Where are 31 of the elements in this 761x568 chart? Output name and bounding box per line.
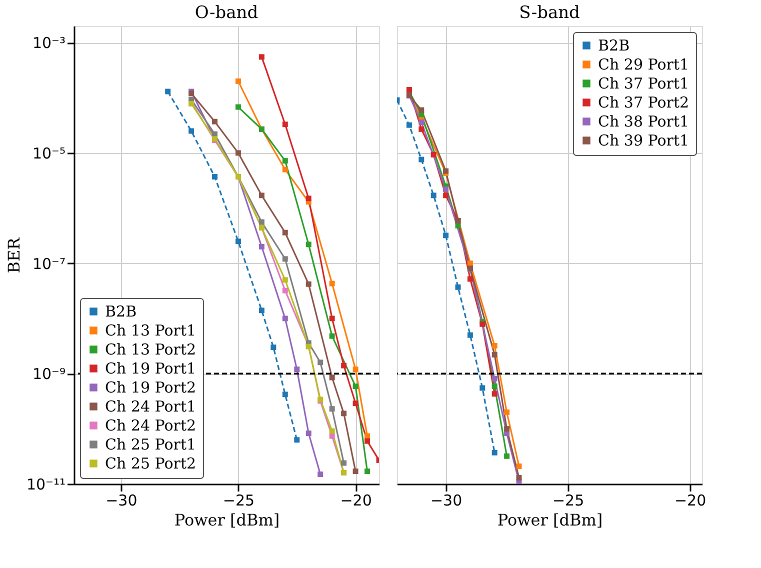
legend-label: Ch 19 Port1: [105, 360, 196, 378]
y-axis-title: BER: [4, 236, 24, 274]
legend-label: B2B: [598, 36, 630, 54]
x-tick-label: −25: [222, 492, 255, 510]
chart-title: S-band: [519, 3, 580, 23]
legend-label: Ch 29 Port1: [598, 56, 690, 74]
x-tick-label: −30: [106, 492, 138, 510]
legend-label: Ch 37 Port1: [598, 74, 690, 92]
legend-label: Ch 24 Port1: [105, 398, 196, 416]
legend-label: Ch 13 Port1: [105, 322, 196, 340]
y-tick-label: 10⁻¹¹: [26, 476, 66, 494]
legend-label: Ch 19 Port2: [105, 378, 196, 396]
y-tick-label: 10⁻⁷: [32, 254, 66, 273]
legend-label: Ch 25 Port1: [105, 436, 196, 454]
legend-label: B2B: [105, 302, 137, 320]
legend-label: Ch 25 Port2: [105, 454, 196, 472]
x-tick-label: −30: [430, 492, 462, 510]
legend-label: Ch 39 Port1: [598, 132, 690, 150]
y-tick-label: 10⁻³: [32, 34, 66, 52]
y-tick-label: 10⁻⁵: [32, 144, 66, 162]
legend-label: Ch 38 Port1: [598, 112, 690, 130]
y-tick-label: 10⁻⁹: [32, 365, 66, 384]
legend-label: Ch 13 Port2: [105, 340, 196, 358]
x-tick-label: −25: [552, 492, 584, 510]
x-tick-label: −20: [340, 492, 372, 510]
legend-label: Ch 37 Port2: [598, 94, 690, 112]
x-axis-title: Power [dBm]: [174, 510, 280, 530]
x-tick-label: −20: [674, 492, 706, 510]
x-axis-title: Power [dBm]: [497, 510, 603, 530]
legend-label: Ch 24 Port2: [105, 416, 196, 434]
chart-title: O-band: [194, 3, 258, 23]
